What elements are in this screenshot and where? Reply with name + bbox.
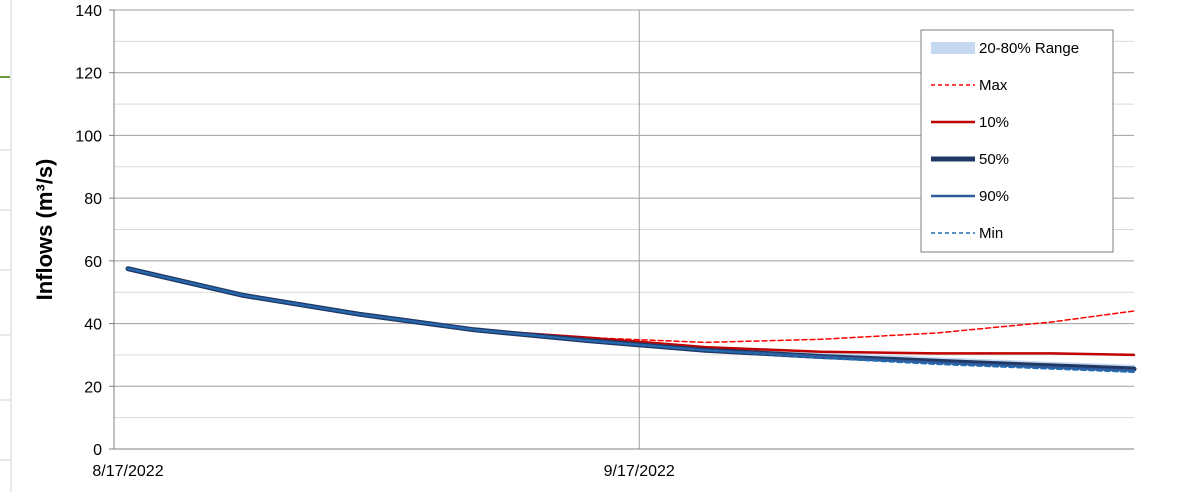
axes (109, 9, 1134, 450)
legend-label: 20-80% Range (979, 40, 1079, 57)
y-tick-label: 40 (84, 317, 102, 334)
y-tick-labels: 0 20 40 60 80 100 120 140 (75, 3, 102, 459)
y-tick-label: 140 (75, 3, 102, 20)
y-axis-title: Inflows (m³/s) (32, 159, 57, 301)
x-tick-labels: 8/17/2022 9/17/2022 (92, 463, 675, 480)
legend-label: Min (979, 225, 1003, 242)
y-tick-label: 100 (75, 128, 102, 145)
y-tick-label: 0 (93, 442, 102, 459)
legend: 20-80% Range Max 10% 50% 90% Min (920, 29, 1114, 253)
y-tick-label: 20 (84, 379, 102, 396)
x-tick-label: 8/17/2022 (92, 463, 163, 480)
legend-label: 50% (979, 151, 1009, 168)
legend-label: 10% (979, 114, 1009, 131)
x-tick-label: 9/17/2022 (604, 463, 675, 480)
series-layer (125, 266, 1137, 373)
y-tick-label: 120 (75, 66, 102, 83)
legend-label: 90% (979, 188, 1009, 205)
y-tick-label: 60 (84, 254, 102, 271)
y-tick-label: 80 (84, 191, 102, 208)
left-panel-edge (0, 0, 12, 492)
legend-swatch-band (931, 42, 975, 54)
legend-box (920, 29, 1114, 253)
legend-label: Max (979, 77, 1008, 94)
series-line-min (127, 267, 1135, 373)
